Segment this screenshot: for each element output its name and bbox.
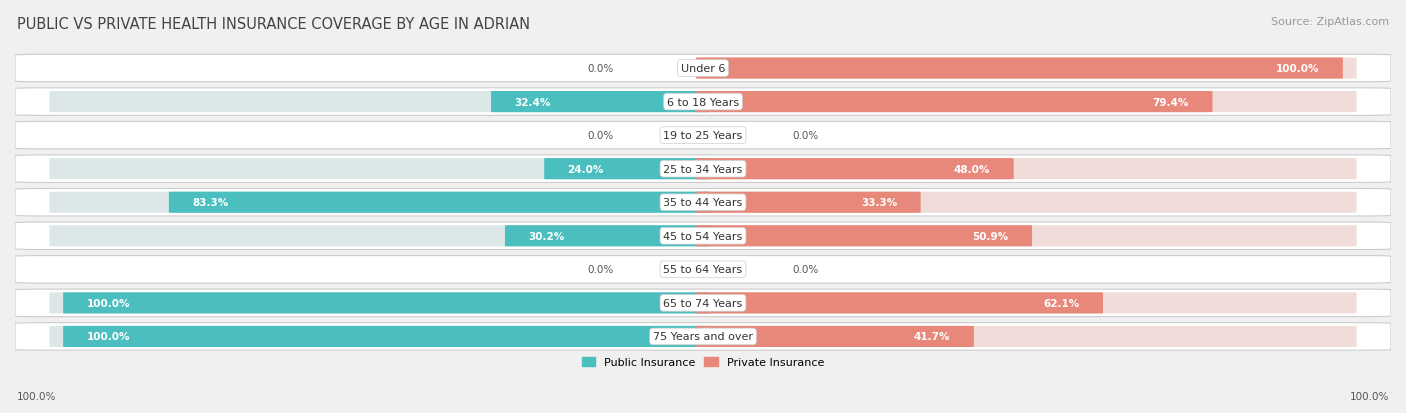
FancyBboxPatch shape <box>49 92 710 113</box>
FancyBboxPatch shape <box>49 159 710 180</box>
Text: Source: ZipAtlas.com: Source: ZipAtlas.com <box>1271 17 1389 26</box>
FancyBboxPatch shape <box>15 223 1391 250</box>
FancyBboxPatch shape <box>696 192 921 213</box>
Text: 0.0%: 0.0% <box>588 131 613 141</box>
Text: 62.1%: 62.1% <box>1043 298 1080 308</box>
Text: 50.9%: 50.9% <box>973 231 1008 241</box>
FancyBboxPatch shape <box>169 192 710 213</box>
Text: PUBLIC VS PRIVATE HEALTH INSURANCE COVERAGE BY AGE IN ADRIAN: PUBLIC VS PRIVATE HEALTH INSURANCE COVER… <box>17 17 530 31</box>
FancyBboxPatch shape <box>544 159 710 180</box>
FancyBboxPatch shape <box>696 159 1357 180</box>
Text: 55 to 64 Years: 55 to 64 Years <box>664 265 742 275</box>
Text: 6 to 18 Years: 6 to 18 Years <box>666 97 740 107</box>
FancyBboxPatch shape <box>696 293 1102 314</box>
Text: 0.0%: 0.0% <box>588 265 613 275</box>
FancyBboxPatch shape <box>49 225 710 247</box>
Text: 0.0%: 0.0% <box>588 64 613 74</box>
Text: 100.0%: 100.0% <box>87 298 129 308</box>
Text: 100.0%: 100.0% <box>1350 392 1389 401</box>
FancyBboxPatch shape <box>15 290 1391 317</box>
FancyBboxPatch shape <box>15 156 1391 183</box>
FancyBboxPatch shape <box>49 326 710 347</box>
FancyBboxPatch shape <box>15 55 1391 83</box>
Text: 41.7%: 41.7% <box>914 332 950 342</box>
FancyBboxPatch shape <box>15 89 1391 116</box>
FancyBboxPatch shape <box>15 122 1391 150</box>
Text: 45 to 54 Years: 45 to 54 Years <box>664 231 742 241</box>
FancyBboxPatch shape <box>63 293 710 314</box>
FancyBboxPatch shape <box>15 256 1391 283</box>
Text: 100.0%: 100.0% <box>87 332 129 342</box>
Legend: Public Insurance, Private Insurance: Public Insurance, Private Insurance <box>578 353 828 372</box>
FancyBboxPatch shape <box>491 92 710 113</box>
Text: 30.2%: 30.2% <box>529 231 565 241</box>
Text: 33.3%: 33.3% <box>860 198 897 208</box>
Text: 100.0%: 100.0% <box>1277 64 1319 74</box>
Text: 100.0%: 100.0% <box>17 392 56 401</box>
FancyBboxPatch shape <box>49 293 710 314</box>
FancyBboxPatch shape <box>696 159 1014 180</box>
Text: 65 to 74 Years: 65 to 74 Years <box>664 298 742 308</box>
FancyBboxPatch shape <box>63 326 710 347</box>
Text: 19 to 25 Years: 19 to 25 Years <box>664 131 742 141</box>
Text: 83.3%: 83.3% <box>193 198 229 208</box>
Text: 24.0%: 24.0% <box>568 164 605 174</box>
Text: 75 Years and over: 75 Years and over <box>652 332 754 342</box>
Text: 0.0%: 0.0% <box>793 131 818 141</box>
FancyBboxPatch shape <box>696 58 1343 79</box>
FancyBboxPatch shape <box>696 293 1357 314</box>
Text: 35 to 44 Years: 35 to 44 Years <box>664 198 742 208</box>
FancyBboxPatch shape <box>15 323 1391 350</box>
FancyBboxPatch shape <box>505 225 710 247</box>
FancyBboxPatch shape <box>696 326 974 347</box>
FancyBboxPatch shape <box>696 58 1357 79</box>
FancyBboxPatch shape <box>696 92 1212 113</box>
FancyBboxPatch shape <box>696 92 1357 113</box>
Text: 48.0%: 48.0% <box>953 164 990 174</box>
FancyBboxPatch shape <box>15 189 1391 216</box>
FancyBboxPatch shape <box>49 192 710 213</box>
FancyBboxPatch shape <box>696 326 1357 347</box>
FancyBboxPatch shape <box>696 225 1032 247</box>
Text: 79.4%: 79.4% <box>1153 97 1189 107</box>
Text: 25 to 34 Years: 25 to 34 Years <box>664 164 742 174</box>
FancyBboxPatch shape <box>696 225 1357 247</box>
Text: 32.4%: 32.4% <box>515 97 551 107</box>
FancyBboxPatch shape <box>696 192 1357 213</box>
Text: Under 6: Under 6 <box>681 64 725 74</box>
Text: 0.0%: 0.0% <box>793 265 818 275</box>
